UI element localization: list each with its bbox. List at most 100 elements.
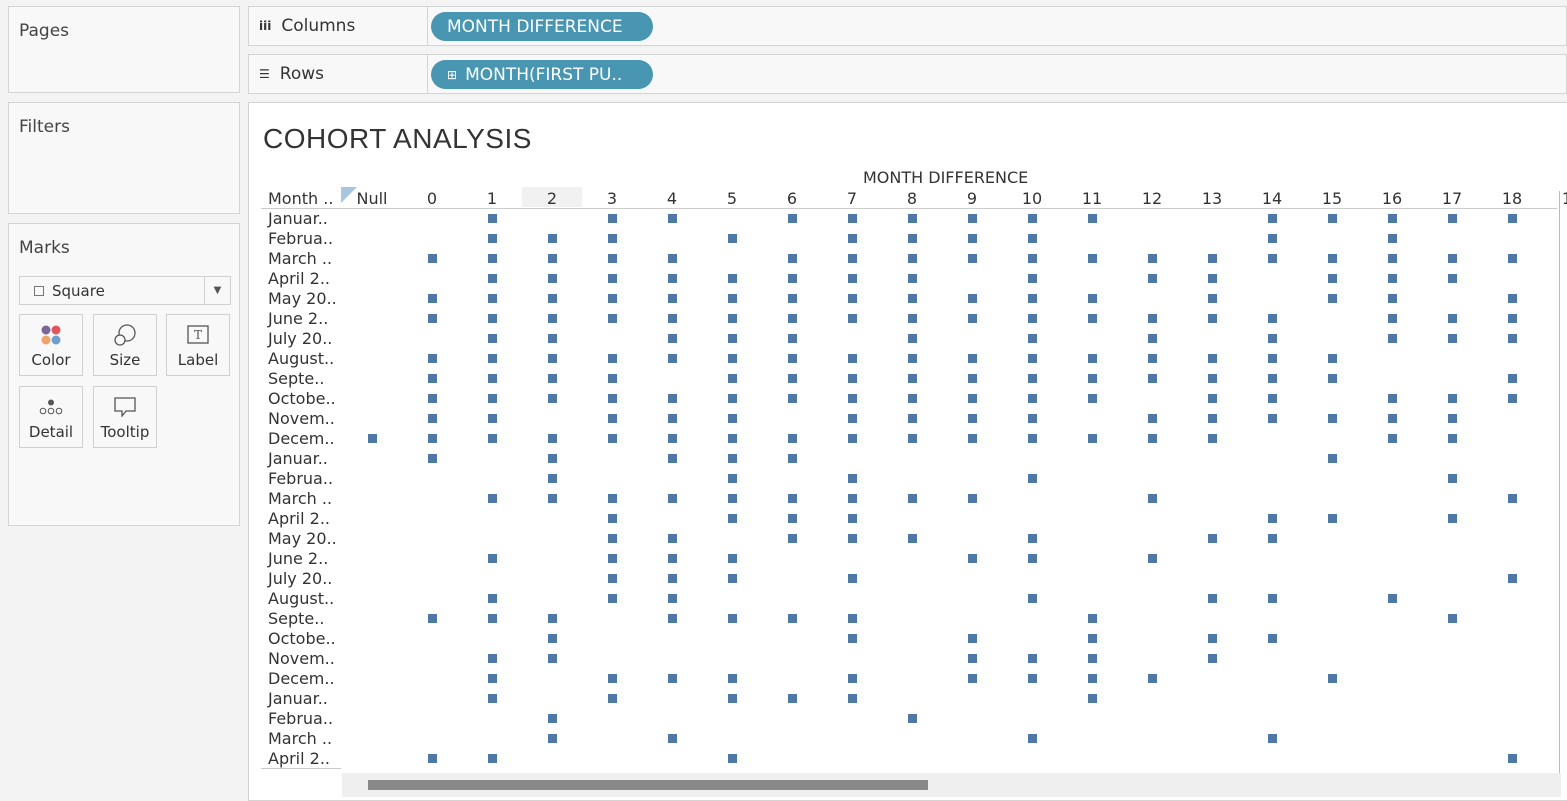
square-mark[interactable]: [548, 734, 557, 743]
square-mark[interactable]: [668, 614, 677, 623]
square-mark[interactable]: [908, 354, 917, 363]
square-mark[interactable]: [1268, 214, 1277, 223]
square-mark[interactable]: [788, 294, 797, 303]
rows-shelf[interactable]: ☰ Rows ⊞ MONTH(FIRST PU..: [248, 54, 1567, 94]
square-mark[interactable]: [728, 334, 737, 343]
square-mark[interactable]: [548, 714, 557, 723]
row-label[interactable]: March ..: [268, 489, 333, 508]
square-mark[interactable]: [1028, 274, 1037, 283]
square-mark[interactable]: [548, 254, 557, 263]
square-mark[interactable]: [428, 254, 437, 263]
square-mark[interactable]: [1148, 354, 1157, 363]
row-label[interactable]: April 2..: [268, 749, 331, 768]
horizontal-scrollbar[interactable]: [342, 773, 1561, 797]
column-header-6[interactable]: 6: [786, 189, 798, 208]
square-mark[interactable]: [1508, 574, 1517, 583]
square-mark[interactable]: [1148, 314, 1157, 323]
square-mark[interactable]: [1028, 594, 1037, 603]
square-mark[interactable]: [848, 374, 857, 383]
square-mark[interactable]: [1268, 334, 1277, 343]
square-mark[interactable]: [908, 414, 917, 423]
square-mark[interactable]: [608, 534, 617, 543]
square-mark[interactable]: [1088, 694, 1097, 703]
square-mark[interactable]: [548, 274, 557, 283]
square-mark[interactable]: [1328, 254, 1337, 263]
square-mark[interactable]: [968, 634, 977, 643]
square-mark[interactable]: [1028, 674, 1037, 683]
square-mark[interactable]: [848, 394, 857, 403]
sort-indicator-icon[interactable]: [341, 187, 357, 203]
square-mark[interactable]: [1448, 474, 1457, 483]
square-mark[interactable]: [1208, 254, 1217, 263]
square-mark[interactable]: [488, 434, 497, 443]
square-mark[interactable]: [1268, 314, 1277, 323]
square-mark[interactable]: [1208, 414, 1217, 423]
column-header-null[interactable]: Null: [356, 189, 388, 208]
square-mark[interactable]: [428, 294, 437, 303]
square-mark[interactable]: [728, 414, 737, 423]
square-mark[interactable]: [1088, 254, 1097, 263]
square-mark[interactable]: [848, 214, 857, 223]
row-label[interactable]: Februa..: [268, 709, 334, 728]
row-label[interactable]: Octobe..: [268, 629, 336, 648]
column-header-4[interactable]: 4: [666, 189, 678, 208]
square-mark[interactable]: [1088, 354, 1097, 363]
square-mark[interactable]: [488, 674, 497, 683]
square-mark[interactable]: [1448, 514, 1457, 523]
square-mark[interactable]: [848, 234, 857, 243]
row-label[interactable]: Februa..: [268, 229, 334, 248]
column-header-12[interactable]: 12: [1141, 189, 1163, 208]
square-mark[interactable]: [728, 754, 737, 763]
square-mark[interactable]: [1088, 434, 1097, 443]
square-mark[interactable]: [668, 554, 677, 563]
square-mark[interactable]: [968, 314, 977, 323]
square-mark[interactable]: [1328, 374, 1337, 383]
square-mark[interactable]: [1448, 414, 1457, 423]
square-mark[interactable]: [1148, 274, 1157, 283]
square-mark[interactable]: [608, 274, 617, 283]
square-mark[interactable]: [788, 534, 797, 543]
square-mark[interactable]: [1268, 734, 1277, 743]
scrollbar-thumb[interactable]: [368, 780, 928, 790]
square-mark[interactable]: [968, 374, 977, 383]
square-mark[interactable]: [908, 494, 917, 503]
square-mark[interactable]: [1388, 394, 1397, 403]
column-header-2[interactable]: 2: [546, 189, 558, 208]
square-mark[interactable]: [1028, 414, 1037, 423]
square-mark[interactable]: [1388, 234, 1397, 243]
square-mark[interactable]: [1148, 334, 1157, 343]
square-mark[interactable]: [1088, 674, 1097, 683]
square-mark[interactable]: [1208, 534, 1217, 543]
square-mark[interactable]: [1388, 294, 1397, 303]
square-mark[interactable]: [608, 574, 617, 583]
square-mark[interactable]: [788, 434, 797, 443]
square-mark[interactable]: [548, 454, 557, 463]
row-label[interactable]: July 20..: [268, 569, 333, 588]
square-mark[interactable]: [608, 414, 617, 423]
square-mark[interactable]: [548, 634, 557, 643]
mark-type-dropdown[interactable]: Square ▼: [19, 276, 231, 305]
square-mark[interactable]: [488, 614, 497, 623]
square-mark[interactable]: [1148, 554, 1157, 563]
square-mark[interactable]: [1028, 394, 1037, 403]
square-mark[interactable]: [728, 294, 737, 303]
square-mark[interactable]: [1088, 374, 1097, 383]
square-mark[interactable]: [1388, 334, 1397, 343]
square-mark[interactable]: [1088, 634, 1097, 643]
square-mark[interactable]: [848, 514, 857, 523]
square-mark[interactable]: [428, 434, 437, 443]
row-label[interactable]: Januar..: [268, 209, 328, 228]
square-mark[interactable]: [848, 274, 857, 283]
square-mark[interactable]: [668, 394, 677, 403]
square-mark[interactable]: [1448, 254, 1457, 263]
square-mark[interactable]: [788, 454, 797, 463]
square-mark[interactable]: [608, 554, 617, 563]
square-mark[interactable]: [848, 354, 857, 363]
square-mark[interactable]: [488, 754, 497, 763]
square-mark[interactable]: [908, 314, 917, 323]
square-mark[interactable]: [788, 514, 797, 523]
column-header-10[interactable]: 10: [1021, 189, 1043, 208]
square-mark[interactable]: [1448, 394, 1457, 403]
square-mark[interactable]: [1208, 594, 1217, 603]
square-mark[interactable]: [488, 694, 497, 703]
